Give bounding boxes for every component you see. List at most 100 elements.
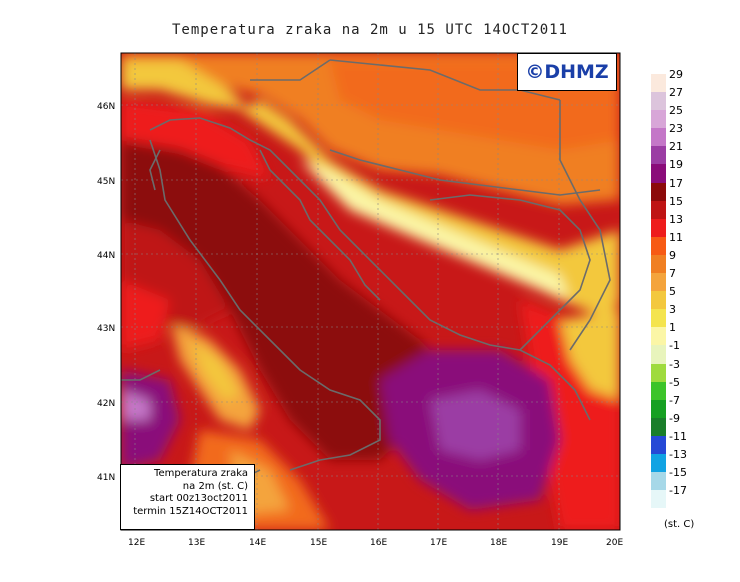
legend-label: 17 xyxy=(669,176,683,190)
legend-entry: -5 xyxy=(651,376,711,400)
legend-label: 7 xyxy=(669,267,676,281)
lon-tick-labels: 12E 13E 14E 15E 16E 17E 18E 19E 20E xyxy=(128,538,623,548)
legend-swatch xyxy=(651,200,666,219)
lon-label: 14E xyxy=(249,538,266,548)
legend-entry: -11 xyxy=(651,430,711,454)
legend-label: 21 xyxy=(669,140,683,154)
legend-swatch xyxy=(651,453,666,473)
legend-swatch xyxy=(651,490,666,509)
legend-swatch xyxy=(651,110,666,129)
legend-swatch xyxy=(651,381,666,400)
info-line: Temperatura zraka xyxy=(154,468,248,479)
legend-swatch xyxy=(651,273,666,292)
lat-tick-labels: 46N 45N 44N 43N 42N 41N xyxy=(97,102,115,483)
lon-label: 15E xyxy=(310,538,327,548)
lat-label: 44N xyxy=(97,251,115,261)
lon-label: 16E xyxy=(370,538,387,548)
legend-entry: 23 xyxy=(651,122,711,147)
lat-label: 43N xyxy=(97,324,115,334)
color-legend: 29 27 25 23 21 19 17 15 13 11 9 7 5 3 1 -1 -3 -5 -7 -9 -11 -1… xyxy=(651,68,711,509)
legend-entry: 9 xyxy=(651,249,711,274)
legend-label: -13 xyxy=(669,447,687,461)
legend-swatch xyxy=(651,327,666,346)
legend-entry: -17 xyxy=(651,484,711,509)
legend-entry: 19 xyxy=(651,158,711,183)
legend-entry: -13 xyxy=(651,448,711,473)
legend-swatch xyxy=(651,417,666,436)
legend-entry: -15 xyxy=(651,466,711,491)
legend-entry: -7 xyxy=(651,394,711,418)
legend-label: -17 xyxy=(669,484,687,498)
legend-label: -7 xyxy=(669,393,680,407)
legend-entry: 25 xyxy=(651,104,711,129)
legend-label: 23 xyxy=(669,122,683,136)
legend-swatch xyxy=(651,182,666,201)
legend-entry: 27 xyxy=(651,86,711,111)
legend-label: -11 xyxy=(669,429,687,443)
legend-swatch xyxy=(651,291,666,310)
legend-swatch xyxy=(651,435,666,454)
legend-swatch xyxy=(651,218,666,237)
legend-entry: -1 xyxy=(651,339,711,364)
lon-label: 20E xyxy=(606,538,623,548)
legend-label: 1 xyxy=(669,321,676,335)
legend-label: 3 xyxy=(669,303,676,317)
legend-swatch xyxy=(651,309,666,328)
legend-label: -15 xyxy=(669,466,687,480)
legend-label: 5 xyxy=(669,285,676,299)
legend-label: 19 xyxy=(669,158,683,172)
run-info-box: Temperatura zraka na 2m (st. C) start 00… xyxy=(120,464,255,530)
legend-swatch xyxy=(651,363,666,382)
lon-label: 13E xyxy=(188,538,205,548)
graticule xyxy=(121,53,620,530)
legend-entry: 13 xyxy=(651,213,711,237)
legend-swatch xyxy=(651,345,666,364)
legend-entry: 21 xyxy=(651,140,711,165)
legend-swatch xyxy=(651,74,666,93)
legend-label: -5 xyxy=(669,375,680,389)
legend-entry: 1 xyxy=(651,321,711,346)
lon-label: 18E xyxy=(490,538,507,548)
info-line: start 00z13oct2011 xyxy=(149,493,248,504)
legend-label: -3 xyxy=(669,357,680,371)
dhmz-logo: ©DHMZ xyxy=(517,53,617,91)
legend-entry: 3 xyxy=(651,303,711,328)
legend-label: 11 xyxy=(669,230,683,244)
temperature-field xyxy=(121,53,620,530)
legend-label: -1 xyxy=(669,339,680,353)
lon-label: 12E xyxy=(128,538,145,548)
legend-label: 13 xyxy=(669,212,683,226)
legend-entry: 11 xyxy=(651,231,711,255)
legend-entry: 5 xyxy=(651,285,711,310)
legend-label: 9 xyxy=(669,248,676,262)
lat-label: 41N xyxy=(97,473,115,483)
legend-label: 29 xyxy=(669,68,683,81)
legend-label: 25 xyxy=(669,104,683,118)
lat-label: 42N xyxy=(97,399,115,409)
lon-label: 17E xyxy=(430,538,447,548)
map-title: Temperatura zraka na 2m u 15 UTC 14OCT20… xyxy=(171,22,568,38)
legend-unit: (st. C) xyxy=(664,519,695,530)
info-line: na 2m (st. C) xyxy=(182,480,248,492)
info-line: termin 15Z14OCT2011 xyxy=(133,505,248,517)
lat-label: 45N xyxy=(97,177,115,187)
lat-label: 46N xyxy=(97,102,115,112)
legend-swatch xyxy=(651,164,666,183)
legend-label: 15 xyxy=(669,194,683,208)
legend-swatch xyxy=(651,92,666,111)
legend-entry: -3 xyxy=(651,358,711,382)
legend-label: 27 xyxy=(669,86,683,100)
legend-swatch xyxy=(651,472,666,491)
legend-entry: 15 xyxy=(651,195,711,219)
legend-entry: 17 xyxy=(651,177,711,201)
legend-swatch xyxy=(651,399,666,418)
legend-entry: 7 xyxy=(651,267,711,292)
legend-label: -9 xyxy=(669,411,680,425)
legend-swatch xyxy=(651,254,666,274)
legend-swatch xyxy=(651,146,666,165)
lon-label: 19E xyxy=(551,538,568,548)
legend-entry: 29 xyxy=(651,68,711,93)
legend-swatch xyxy=(651,128,666,147)
legend-swatch xyxy=(651,236,666,255)
